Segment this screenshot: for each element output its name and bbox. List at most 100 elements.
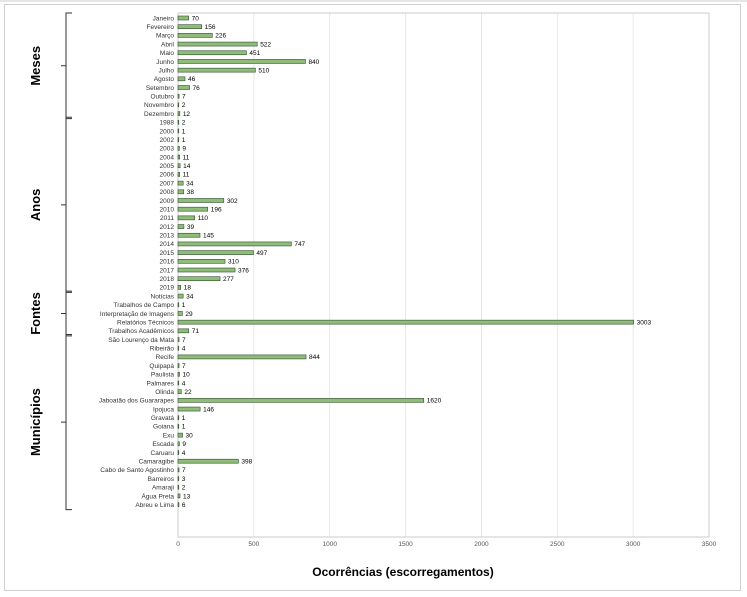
bar: [177, 163, 181, 169]
data-label: 29: [185, 311, 193, 318]
data-label: 844: [309, 354, 320, 361]
bar: [177, 441, 180, 447]
bar: [177, 467, 180, 473]
bar: [177, 337, 180, 342]
group-title: Meses: [28, 46, 43, 86]
bar: [177, 406, 201, 412]
category-label: Caruaru: [151, 450, 175, 457]
bar: [177, 484, 180, 490]
bar: [177, 354, 307, 360]
data-label: 12: [183, 111, 191, 118]
category-label: 2006: [160, 172, 175, 179]
category-label: Abreu e Lima: [135, 502, 174, 509]
bar: [177, 276, 221, 282]
bar: [177, 85, 190, 90]
data-label: 497: [256, 250, 267, 257]
gridlines: [253, 13, 634, 537]
data-label: 10: [183, 372, 191, 379]
top-border: [0, 0, 747, 2]
category-label: Escada: [152, 441, 174, 448]
category-label: Setembro: [146, 85, 175, 92]
category-label: Trabalhos Acadêmicos: [108, 328, 174, 335]
data-label: 34: [186, 293, 194, 300]
data-label: 9: [182, 441, 186, 448]
category-label: Relatórios Técnicos: [117, 319, 175, 326]
category-label: Março: [156, 33, 174, 40]
group-brackets: [61, 12, 72, 511]
bar: [177, 502, 180, 507]
data-label: 7: [182, 94, 186, 101]
chart-frame: [4, 4, 741, 591]
data-label: 71: [192, 328, 200, 335]
category-label: Olinda: [155, 389, 174, 396]
x-tick-label: 500: [248, 541, 259, 548]
data-label: 30: [186, 432, 194, 439]
bar: [177, 432, 183, 438]
data-label: 7: [182, 337, 186, 344]
x-tick-label: 0: [176, 541, 180, 548]
bar: [177, 371, 180, 377]
x-tick-label: 1000: [322, 541, 337, 548]
category-label: 2008: [160, 189, 175, 196]
category-label: Camaragibe: [139, 458, 175, 465]
bar: [177, 59, 306, 64]
category-label: São Lourenço da Mata: [108, 337, 174, 344]
group-title: Fontes: [28, 292, 43, 335]
bar: [177, 250, 254, 255]
category-label: Barreiros: [148, 476, 175, 483]
data-label: 3: [182, 476, 186, 483]
plot-area: [177, 12, 710, 538]
bar: [177, 319, 634, 325]
category-label: Janeiro: [153, 15, 175, 22]
data-label: 1: [182, 302, 186, 309]
group-bracket: [61, 12, 72, 120]
bar: [177, 302, 180, 308]
category-label: Agosto: [154, 76, 175, 83]
bar: [177, 146, 180, 151]
data-label: 156: [205, 24, 216, 31]
bar: [177, 311, 183, 316]
category-label: 2002: [160, 137, 175, 144]
category-label: Trabalhos de Campo: [114, 302, 175, 309]
bar: [177, 476, 180, 481]
group-title: Anos: [28, 189, 43, 222]
category-label: Ribeirão: [150, 346, 175, 353]
data-label: 22: [184, 389, 192, 396]
data-label: 747: [294, 241, 305, 248]
bars: [177, 15, 634, 507]
category-label: 2014: [160, 241, 175, 248]
category-label: 2018: [160, 276, 175, 283]
data-label: 398: [241, 458, 252, 465]
bar: [177, 345, 180, 351]
x-tick-label: 3500: [702, 541, 717, 548]
bar: [177, 232, 201, 238]
bar: [177, 424, 180, 429]
category-label: Goiana: [153, 424, 174, 431]
category-label: Outubro: [151, 94, 175, 101]
bar: [177, 189, 185, 195]
data-label: 146: [203, 406, 214, 413]
bar: [177, 180, 184, 186]
data-label: 9: [182, 146, 186, 153]
data-label: 6: [182, 502, 186, 509]
category-label: 2019: [160, 285, 175, 292]
bar: [177, 93, 180, 99]
category-label: 2010: [160, 206, 175, 213]
category-label: Jaboatão dos Guararapes: [99, 398, 175, 405]
data-label: 451: [249, 50, 260, 57]
data-label: 39: [187, 224, 195, 231]
bar: [177, 215, 195, 221]
bar: [177, 415, 180, 421]
data-label: 522: [260, 41, 271, 48]
data-label: 2: [182, 485, 186, 492]
bar: [177, 33, 213, 38]
data-label: 277: [223, 276, 234, 283]
bar: [177, 328, 190, 334]
bar: [177, 267, 236, 273]
bar: [177, 285, 182, 290]
category-label: 2012: [160, 224, 175, 231]
bar: [177, 363, 180, 368]
data-labels: 7015622652245184051046767212211911141134…: [182, 15, 652, 509]
category-label: 2015: [160, 250, 175, 257]
